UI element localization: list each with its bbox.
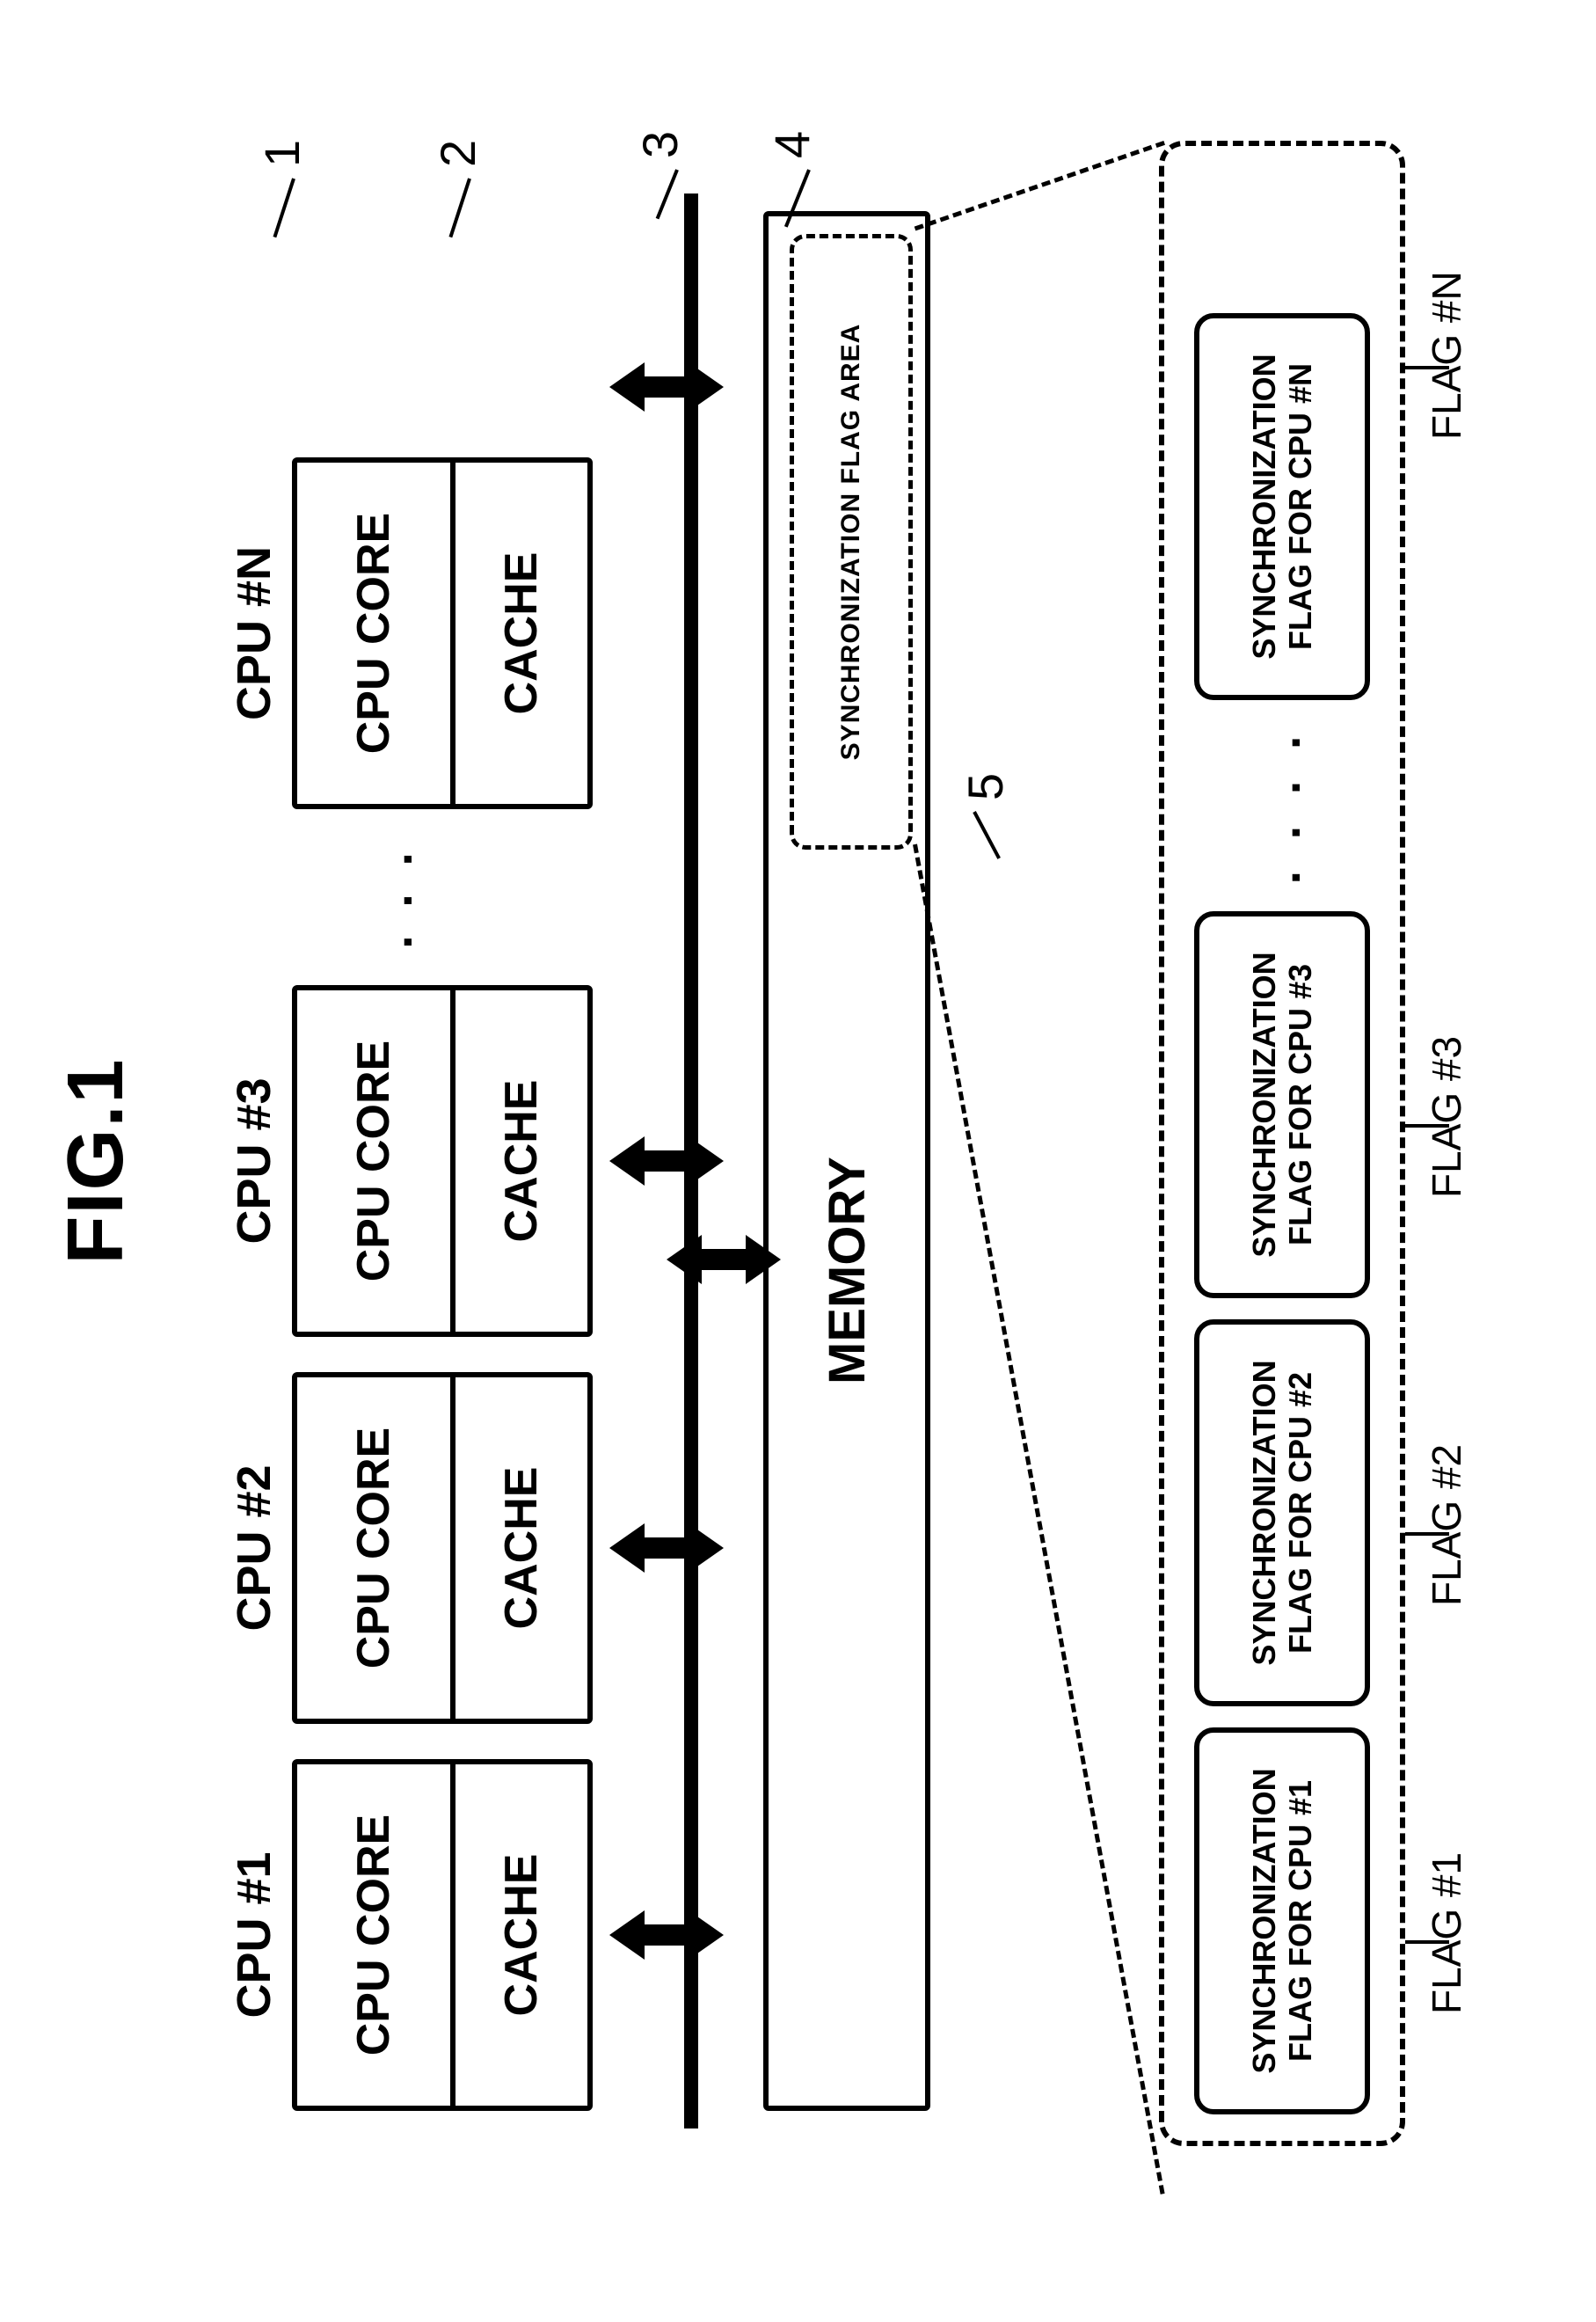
callout-number: 1: [254, 140, 310, 167]
flag-line: FLAG FOR CPU #N: [1282, 363, 1318, 650]
flag-line: SYNCHRONIZATION: [1245, 1360, 1281, 1665]
flag-line: FLAG FOR CPU #2: [1282, 1372, 1318, 1654]
cpu-row: CPU #1 CPU CORE CACHE CPU #2 CPU CORE CA…: [227, 211, 596, 2111]
callout-number: 4: [764, 131, 820, 158]
cpu-block-3: CPU #3 CPU CORE CACHE: [227, 985, 593, 1337]
callout-5: 5: [957, 773, 1014, 800]
flag-under-label: FLAG #2: [1423, 1444, 1470, 1606]
cpu-cache: CACHE: [455, 990, 587, 1332]
bus-arrow-icon: [609, 1136, 724, 1186]
cpu-block-1: CPU #1 CPU CORE CACHE: [227, 1759, 593, 2111]
zoom-line: [913, 844, 1165, 2194]
cpu-label: CPU #2: [227, 1464, 281, 1631]
callout-number: 2: [430, 140, 485, 167]
cpu-cache: CACHE: [455, 1377, 587, 1719]
diagram-canvas: FIG.1 CPU #1 CPU CORE CACHE CPU #2 CPU C…: [51, 106, 1546, 2216]
cpu-core: CPU CORE: [297, 990, 455, 1332]
cpu-box: CPU CORE CACHE: [292, 457, 593, 809]
callout-2: 2: [429, 140, 486, 167]
callout-3: 3: [631, 131, 689, 158]
flag-under-label: FLAG #N: [1423, 271, 1470, 440]
flag-box-n: SYNCHRONIZATION FLAG FOR CPU #N: [1194, 313, 1370, 700]
bus-arrow-icon: [609, 1523, 724, 1573]
flag-under-label: FLAG #1: [1423, 1852, 1470, 2014]
cpu-cache: CACHE: [455, 463, 587, 804]
callout-number: 3: [632, 131, 688, 158]
memory-label: MEMORY: [817, 1157, 876, 1384]
flag-line: SYNCHRONIZATION: [1245, 952, 1281, 1257]
flag-line: SYNCHRONIZATION: [1245, 1768, 1281, 2073]
cpu-block-n: CPU #N CPU CORE CACHE: [227, 457, 593, 809]
flag-line: SYNCHRONIZATION: [1245, 354, 1281, 659]
bus-arrow-icon: [609, 1910, 724, 1960]
flag-box-3: SYNCHRONIZATION FLAG FOR CPU #3: [1194, 911, 1370, 1298]
flag-ellipsis: . . . .: [1253, 700, 1310, 911]
flag-line: FLAG FOR CPU #3: [1282, 964, 1318, 1245]
cpu-cache: CACHE: [455, 1764, 587, 2106]
callout-number: 5: [958, 773, 1013, 800]
cpu-box: CPU CORE CACHE: [292, 1759, 593, 2111]
figure-title: FIG.1: [51, 1057, 142, 1264]
cpu-box: CPU CORE CACHE: [292, 985, 593, 1337]
memory-block: MEMORY SYNCHRONIZATION FLAG AREA: [763, 211, 930, 2111]
cpu-label: CPU #3: [227, 1077, 281, 1244]
flag-line: FLAG FOR CPU #1: [1282, 1780, 1318, 2062]
bus-arrow-icon: [609, 362, 724, 412]
sync-flag-area: SYNCHRONIZATION FLAG AREA: [790, 234, 913, 850]
flag-detail-panel: SYNCHRONIZATION FLAG FOR CPU #1 SYNCHRON…: [1159, 141, 1405, 2146]
callout-1: 1: [253, 140, 310, 167]
cpu-box: CPU CORE CACHE: [292, 1372, 593, 1724]
callout-4: 4: [763, 131, 820, 158]
flag-box-1: SYNCHRONIZATION FLAG FOR CPU #1: [1194, 1727, 1370, 2114]
flag-under-label: FLAG #3: [1423, 1036, 1470, 1198]
cpu-core: CPU CORE: [297, 1764, 455, 2106]
cpu-label: CPU #N: [227, 546, 281, 720]
cpu-block-2: CPU #2 CPU CORE CACHE: [227, 1372, 593, 1724]
cpu-ellipsis: . . .: [227, 809, 561, 985]
zoom-line: [914, 141, 1164, 230]
cpu-label: CPU #1: [227, 1851, 281, 2018]
cpu-core: CPU CORE: [297, 463, 455, 804]
flag-box-2: SYNCHRONIZATION FLAG FOR CPU #2: [1194, 1319, 1370, 1706]
cpu-core: CPU CORE: [297, 1377, 455, 1719]
